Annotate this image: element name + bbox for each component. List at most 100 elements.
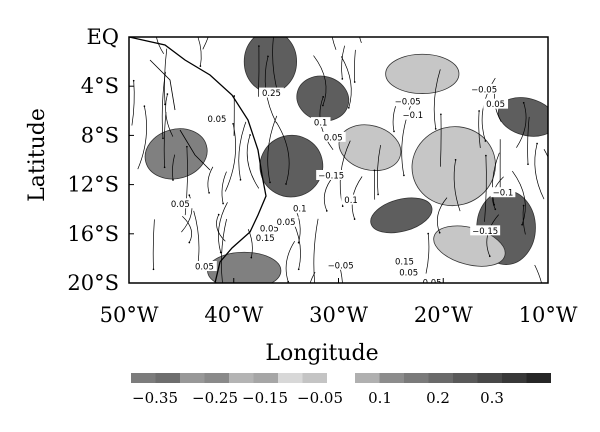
x-tick-label: 20°W bbox=[414, 303, 473, 327]
streamline bbox=[353, 49, 356, 83]
streamline bbox=[359, 37, 362, 44]
contour-label: −0.15 bbox=[472, 227, 498, 237]
anomaly-region bbox=[385, 53, 460, 94]
y-tick-label: 16°S bbox=[67, 222, 119, 246]
x-tick-label: 30°W bbox=[309, 303, 368, 327]
streamline bbox=[534, 264, 542, 283]
y-axis-ticks: EQ 4°S 8°S 12°S 16°S 20°S bbox=[67, 25, 134, 295]
streamline bbox=[492, 152, 500, 206]
streamline bbox=[218, 202, 228, 254]
contour-label-background bbox=[310, 117, 331, 128]
streamline bbox=[207, 166, 214, 194]
y-tick-label: EQ bbox=[86, 25, 119, 49]
contour-label-background bbox=[167, 198, 193, 209]
streamline bbox=[172, 154, 176, 181]
streamline bbox=[163, 112, 167, 169]
contour-label-background bbox=[490, 187, 516, 198]
colorbar-swatch-positive bbox=[477, 373, 502, 383]
streamline bbox=[258, 45, 260, 97]
contour-label: −0.05 bbox=[395, 98, 421, 108]
colorbar-swatch-negative bbox=[302, 373, 327, 383]
colorbar: −0.35 −0.25 −0.15 −0.05 0.1 0.2 0.3 bbox=[131, 373, 551, 407]
streamline bbox=[453, 158, 461, 212]
streamline bbox=[341, 45, 345, 80]
contour-label-background bbox=[392, 96, 423, 107]
contour-label-background bbox=[259, 87, 284, 98]
streamline bbox=[313, 55, 327, 107]
colorbar-label: −0.25 bbox=[192, 389, 238, 407]
contour-label: 0.05 bbox=[195, 263, 214, 273]
streamline bbox=[516, 101, 527, 148]
contour-label-background bbox=[325, 259, 356, 270]
contour-label: −0.1 bbox=[403, 111, 424, 121]
colorbar-label: −0.15 bbox=[242, 389, 288, 407]
contour-label: 0.05 bbox=[260, 224, 279, 234]
contour-label-background bbox=[470, 225, 501, 236]
colorbar-label: 0.2 bbox=[426, 389, 450, 407]
contour-label: 0.05 bbox=[171, 200, 190, 210]
streamline bbox=[425, 232, 430, 274]
anomaly-region bbox=[370, 197, 433, 234]
streamline bbox=[433, 69, 441, 130]
y-tick-label: 20°S bbox=[67, 271, 119, 295]
x-axis-ticks: 50°W 40°W 30°W 20°W 10°W bbox=[100, 278, 578, 327]
map-plot-area: 0.250.05 0.10.05−0.05−0.1−0.050.05−0.150.… bbox=[128, 36, 549, 284]
contour-label: −0.1 bbox=[493, 189, 514, 199]
contour-labels: 0.250.05 0.10.05−0.05−0.1−0.050.05−0.150.… bbox=[167, 83, 516, 283]
contour-label-background bbox=[469, 83, 500, 94]
colorbar-swatch-negative bbox=[278, 373, 303, 383]
colorbar-swatch-negative bbox=[180, 373, 205, 383]
colorbar-swatch-positive bbox=[453, 373, 478, 383]
anomaly-region bbox=[411, 126, 496, 207]
contour-label-background bbox=[320, 131, 346, 142]
anomaly-region bbox=[497, 97, 548, 137]
streamline bbox=[340, 56, 352, 109]
streamline bbox=[246, 134, 260, 189]
colorbar-swatch-positive bbox=[502, 373, 527, 383]
streamline bbox=[484, 154, 487, 222]
streamline bbox=[331, 37, 337, 50]
colorbar-swatch-positive bbox=[355, 373, 380, 383]
streamline bbox=[376, 145, 381, 196]
streamline bbox=[527, 116, 530, 166]
streamline bbox=[221, 171, 227, 205]
x-tick-label: 40°W bbox=[204, 303, 263, 327]
contour-label: 0.05 bbox=[486, 100, 505, 110]
streamline bbox=[267, 115, 278, 184]
contour-label: 0.05 bbox=[208, 115, 227, 125]
streamline bbox=[478, 110, 481, 148]
colorbar-label: −0.05 bbox=[297, 389, 343, 407]
contour-label: 0.1 bbox=[293, 205, 307, 215]
y-tick-label: 8°S bbox=[81, 123, 119, 147]
streamline bbox=[313, 218, 319, 283]
streamline bbox=[202, 37, 209, 50]
x-tick-label: 50°W bbox=[100, 303, 159, 327]
x-axis-label: Longitude bbox=[265, 341, 378, 366]
contour-label: 0.05 bbox=[277, 218, 296, 228]
colorbar-label: −0.35 bbox=[132, 389, 178, 407]
colorbar-swatch-negative bbox=[204, 373, 229, 383]
x-tick-label: 10°W bbox=[519, 303, 578, 327]
contour-label-background bbox=[256, 222, 282, 233]
y-axis-label: Latitude bbox=[25, 108, 50, 202]
streamline bbox=[182, 215, 192, 244]
contour-label-background bbox=[483, 98, 509, 109]
contour-label-background bbox=[273, 216, 299, 227]
y-tick-label: 4°S bbox=[81, 74, 119, 98]
streamline bbox=[152, 219, 155, 271]
streamline bbox=[522, 204, 526, 235]
contour-label: −0.15 bbox=[318, 171, 344, 181]
contour-label-background bbox=[392, 256, 417, 267]
contour-label-background bbox=[396, 267, 422, 278]
colorbar-swatch-negative bbox=[229, 373, 254, 383]
coastline bbox=[129, 37, 267, 283]
streamline bbox=[221, 218, 227, 283]
colorbar-swatch-positive bbox=[404, 373, 429, 383]
streamline bbox=[197, 37, 202, 67]
colorbar-label: 0.1 bbox=[368, 389, 392, 407]
contour-label: 0.1 bbox=[344, 196, 358, 206]
colorbar-swatch-positive bbox=[428, 373, 453, 383]
contour-label: 0.05 bbox=[324, 133, 343, 143]
streamline bbox=[436, 197, 448, 234]
contour-label-background bbox=[341, 194, 361, 205]
